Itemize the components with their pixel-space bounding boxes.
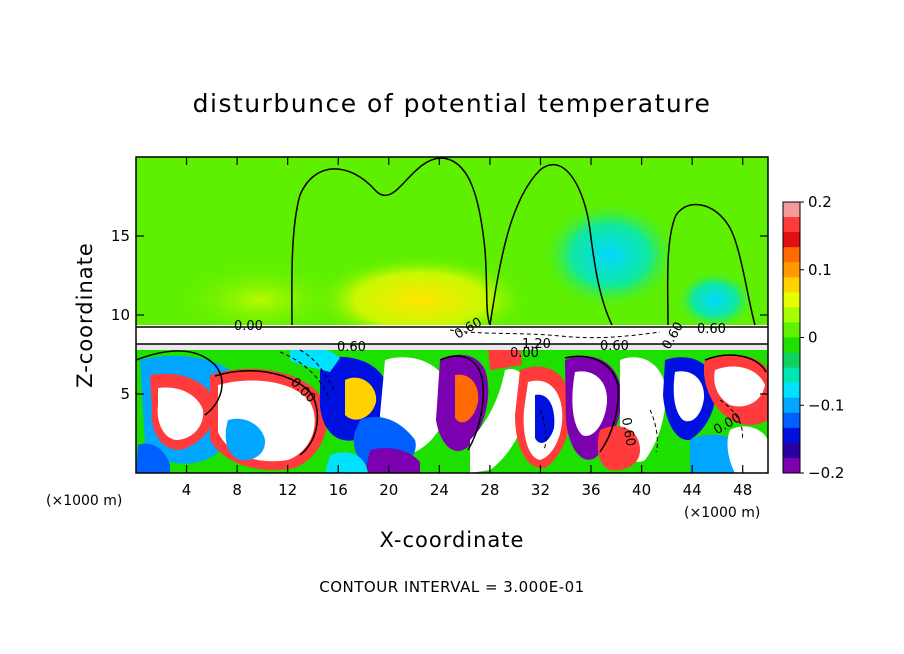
dashed-contours	[279, 329, 744, 453]
y-axis-title: Z-coordinate	[73, 242, 97, 388]
x-tick-label: 28	[480, 481, 499, 499]
y-tick-label: 15	[111, 227, 130, 245]
colorbar-swatch	[783, 442, 800, 459]
turbulence-patches	[136, 345, 768, 473]
x-tick-label: 4	[182, 481, 192, 499]
colorbar-swatch	[783, 292, 800, 308]
x-axis-title: X-coordinate	[380, 528, 525, 552]
contour-label: 0.60	[337, 340, 366, 355]
colorbar-swatch	[783, 337, 800, 354]
x-tick-label: 40	[632, 481, 651, 499]
x-tick-label: 32	[531, 481, 550, 499]
plot-area	[136, 157, 768, 473]
contour-label: 0.00	[234, 319, 263, 334]
x-tick-label: 44	[683, 481, 702, 499]
y-tick-label: 5	[120, 385, 130, 403]
colorbar-tick-label: 0.2	[808, 193, 832, 211]
colorbar-swatch	[783, 277, 800, 293]
light-anomaly	[170, 260, 350, 340]
y-tick-label: 10	[111, 306, 130, 324]
colorbar-tick-label: 0	[808, 329, 818, 347]
colorbar-swatch	[783, 232, 800, 248]
x-axis-ticks: 4 8 12 16 20 24 28 32 36 40 44 48	[182, 157, 752, 499]
x-tick-label: 36	[581, 481, 600, 499]
contour-label: 0.60	[697, 322, 726, 337]
inversion-shadow	[136, 344, 768, 350]
colorbar-swatch	[783, 262, 800, 278]
colorbar-swatch	[783, 202, 800, 218]
colorbar-swatch	[783, 307, 800, 323]
x-unit-label: (×1000 m)	[684, 505, 760, 521]
colorbar-swatch	[783, 457, 800, 474]
chart-title: disturbunce of potential temperature	[193, 89, 712, 118]
x-tick-label: 20	[379, 481, 398, 499]
x-tick-label: 8	[232, 481, 242, 499]
colorbar	[782, 201, 801, 474]
colorbar-tick-label: 0.1	[808, 261, 832, 279]
x-tick-label: 24	[430, 481, 449, 499]
colorbar-swatch	[783, 427, 800, 444]
colorbar-swatch	[783, 247, 800, 263]
contour-label: 0.60	[618, 416, 638, 447]
cyan-anomaly	[540, 200, 680, 310]
colorbar-swatch	[783, 397, 800, 414]
x-tick-label: 48	[733, 481, 752, 499]
contour-label: 1.20	[522, 337, 551, 352]
cyan-anomaly-right	[675, 270, 755, 330]
x-tick-label: 12	[278, 481, 297, 499]
colorbar-swatch	[783, 217, 800, 233]
colorbar-swatch	[783, 412, 800, 429]
warm-anomaly	[310, 255, 530, 345]
contour-lines	[136, 157, 768, 456]
inversion-band	[136, 325, 768, 345]
x-tick-label: 16	[329, 481, 348, 499]
colorbar-tick-label: −0.2	[808, 464, 844, 482]
colorbar-ticks: 0.2 0.1 0 −0.1 −0.2	[800, 193, 844, 482]
contour-label: 0.60	[600, 339, 629, 354]
colorbar-swatch	[783, 322, 800, 338]
colorbar-swatch	[783, 382, 800, 399]
colorbar-tick-label: −0.1	[808, 396, 844, 414]
contour-label: 0.00	[510, 346, 539, 361]
contour-interval-text: CONTOUR INTERVAL = 3.000E-01	[319, 578, 584, 596]
y-axis-ticks: 5 10 15	[111, 227, 768, 403]
z-unit-label: (×1000 m)	[46, 493, 122, 509]
colorbar-swatch	[783, 367, 800, 384]
colorbar-swatch	[783, 352, 800, 369]
